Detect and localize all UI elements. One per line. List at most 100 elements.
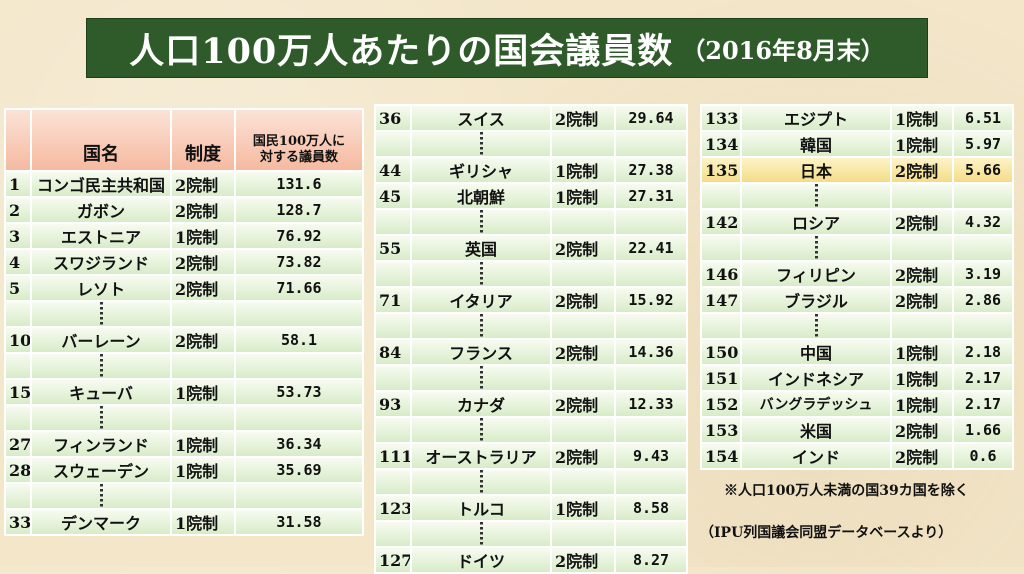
rank-cell: 133 — [700, 104, 742, 132]
empty-cell — [890, 312, 954, 340]
country-name-cell: バングラデッシュ — [740, 390, 892, 418]
empty-cell — [30, 404, 172, 432]
value-cell: 31.58 — [234, 508, 364, 536]
rank-cell: 146 — [700, 260, 742, 288]
rank-cell: 147 — [700, 286, 742, 314]
system-cell: 2院制 — [550, 286, 616, 314]
empty-cell — [550, 520, 616, 548]
empty-cell — [614, 520, 688, 548]
table-row: 134 韓国 1院制 5.97 — [700, 130, 1014, 158]
source-note: （IPU列国議会同盟データベースより） — [700, 525, 953, 541]
table-row: 44 ギリシャ 1院制 27.38 — [374, 156, 688, 184]
country-name-cell: エストニア — [30, 222, 172, 250]
table-row: 2 ガボン 2院制 128.7 — [4, 196, 364, 224]
empty-cell — [550, 364, 616, 392]
gap-row — [700, 234, 1014, 262]
system-cell: 2院制 — [550, 390, 616, 418]
empty-cell — [614, 260, 688, 288]
gap-row — [700, 182, 1014, 210]
country-name-cell: コンゴ民主共和国 — [30, 170, 172, 198]
rank-cell: 154 — [700, 442, 742, 470]
ranking-table-3: 133 エジプト 1院制 6.51 134 韓国 1院制 5.97 135 日本 2院制 5.66… — [700, 104, 1014, 470]
table-header-row: 国名 制度 国民100万人に 対する議員数 — [4, 108, 364, 172]
table-row: 152 バングラデッシュ 1院制 2.17 — [700, 390, 1014, 418]
country-name-cell: エジプト — [740, 104, 892, 132]
system-cell: 1院制 — [890, 390, 954, 418]
title-banner: 人口100万人あたりの国会議員数 （2016年8月末） — [86, 18, 928, 78]
country-name-cell: ガボン — [30, 196, 172, 224]
rank-cell: 153 — [700, 416, 742, 444]
empty-cell — [374, 130, 412, 158]
system-cell: 2院制 — [890, 260, 954, 288]
system-cell: 1院制 — [170, 456, 236, 484]
ellipsis-dots — [99, 355, 103, 377]
country-name-cell: イタリア — [410, 286, 552, 314]
table-row: 154 インド 2院制 0.6 — [700, 442, 1014, 470]
gap-row — [4, 352, 364, 380]
rank-cell: 123 — [374, 494, 412, 522]
empty-cell — [550, 130, 616, 158]
country-name-cell: バーレーン — [30, 326, 172, 354]
rank-cell: 151 — [700, 364, 742, 392]
ellipsis-dots — [814, 315, 818, 337]
empty-cell — [30, 352, 172, 380]
value-cell: 14.36 — [614, 338, 688, 366]
ranking-table-2: 36 スイス 2院制 29.64 44 ギリシャ 1院制 27.38 45 北朝鮮 1院制 27.… — [374, 104, 688, 574]
table-row: 153 米国 2院制 1.66 — [700, 416, 1014, 444]
empty-cell — [374, 260, 412, 288]
empty-cell — [410, 260, 552, 288]
value-cell: 58.1 — [234, 326, 364, 354]
rank-cell: 27 — [4, 430, 32, 458]
country-name-cell: フィンランド — [30, 430, 172, 458]
empty-cell — [550, 468, 616, 496]
system-cell: 2院制 — [170, 248, 236, 276]
rank-cell: 10 — [4, 326, 32, 354]
header-value: 国民100万人に 対する議員数 — [234, 108, 364, 172]
country-name-cell: トルコ — [410, 494, 552, 522]
table-row: 28 スウェーデン 1院制 35.69 — [4, 456, 364, 484]
ellipsis-dots — [479, 211, 483, 233]
value-cell: 2.86 — [952, 286, 1014, 314]
empty-cell — [410, 468, 552, 496]
empty-cell — [890, 234, 954, 262]
value-cell: 8.58 — [614, 494, 688, 522]
empty-cell — [700, 312, 742, 340]
rank-cell: 3 — [4, 222, 32, 250]
system-cell: 2院制 — [170, 326, 236, 354]
table-row: 5 レソト 2院制 71.66 — [4, 274, 364, 302]
ellipsis-dots — [99, 303, 103, 325]
gap-row — [374, 468, 688, 496]
empty-cell — [614, 364, 688, 392]
table-row: 36 スイス 2院制 29.64 — [374, 104, 688, 132]
rank-cell: 15 — [4, 378, 32, 406]
system-cell: 1院制 — [890, 338, 954, 366]
country-name-cell: インドネシア — [740, 364, 892, 392]
value-cell: 2.18 — [952, 338, 1014, 366]
country-name-cell: 英国 — [410, 234, 552, 262]
rank-cell: 134 — [700, 130, 742, 158]
table-row: 123 トルコ 1院制 8.58 — [374, 494, 688, 522]
system-cell: 2院制 — [550, 546, 616, 574]
country-name-cell: フランス — [410, 338, 552, 366]
empty-cell — [550, 260, 616, 288]
empty-cell — [700, 182, 742, 210]
system-cell: 1院制 — [890, 104, 954, 132]
country-name-cell: デンマーク — [30, 508, 172, 536]
empty-cell — [614, 416, 688, 444]
country-name-cell: フィリピン — [740, 260, 892, 288]
system-cell: 1院制 — [170, 508, 236, 536]
country-name-cell: ギリシャ — [410, 156, 552, 184]
country-name-cell: インド — [740, 442, 892, 470]
ranking-table-1: 国名 制度 国民100万人に 対する議員数 1 コンゴ民主共和国 2院制 131.6 2… — [4, 108, 364, 536]
rank-cell: 71 — [374, 286, 412, 314]
value-cell: 2.17 — [952, 364, 1014, 392]
ellipsis-dots — [479, 471, 483, 493]
empty-cell — [4, 352, 32, 380]
rank-cell: 111 — [374, 442, 412, 470]
system-cell: 1院制 — [170, 430, 236, 458]
empty-cell — [374, 364, 412, 392]
country-name-cell: スワジランド — [30, 248, 172, 276]
system-cell: 2院制 — [890, 442, 954, 470]
empty-cell — [952, 234, 1014, 262]
empty-cell — [30, 300, 172, 328]
